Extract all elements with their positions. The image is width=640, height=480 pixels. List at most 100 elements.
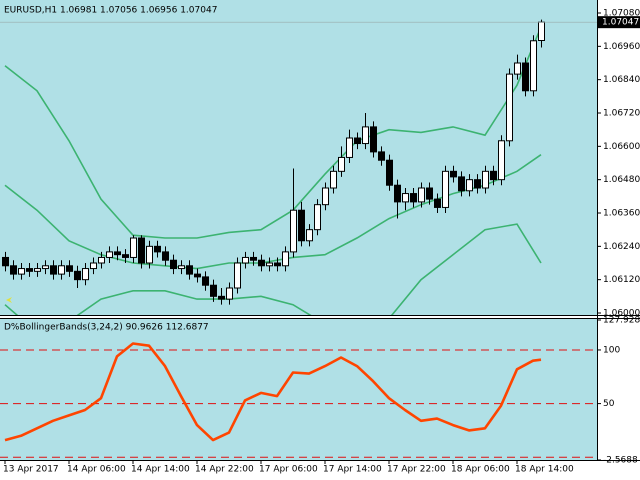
candle-body [402, 193, 409, 203]
candle-body [386, 159, 393, 186]
candle-body [186, 265, 193, 275]
x-tick-label: 17 Apr 22:00 [387, 465, 446, 475]
candle-body [194, 273, 201, 278]
candle-body [290, 209, 297, 253]
candle-body [114, 251, 121, 256]
y-tick-label: 100 [603, 345, 620, 355]
candle-body [18, 268, 25, 275]
x-tick-label: 13 Apr 2017 [3, 465, 59, 475]
arrow-icon [6, 297, 16, 303]
x-tick-label: 17 Apr 06:00 [259, 465, 318, 475]
y-tick-label: 1.06840 [603, 75, 640, 85]
candle-body [522, 62, 529, 92]
y-tick-label: 1.06360 [603, 209, 640, 219]
current-price-label: 1.07047 [602, 18, 639, 28]
candle-body [338, 156, 345, 172]
candle-body [106, 251, 113, 258]
candle-body [34, 268, 41, 272]
candle-body [26, 268, 33, 272]
candle-body [490, 170, 497, 181]
current-price-box [598, 16, 640, 29]
candle-body [466, 179, 473, 192]
candle-body [10, 265, 17, 275]
candle-body [266, 262, 273, 267]
y-tick-label: 50 [603, 399, 615, 409]
candle-body [2, 256, 9, 267]
candle-body [306, 229, 313, 242]
x-tick-label: 18 Apr 06:00 [451, 465, 510, 475]
candle-body [274, 262, 281, 267]
candle-body [242, 256, 249, 264]
bollinger-band [4, 26, 542, 239]
candle-body [418, 187, 425, 203]
candle-body [426, 187, 433, 200]
candle-body [50, 265, 57, 275]
candle-body [90, 262, 97, 270]
candle-body [370, 126, 377, 153]
candle-body [250, 256, 257, 261]
candle-body [530, 40, 537, 92]
main-plot [2, 19, 545, 315]
candle-body [282, 251, 289, 267]
candle-body [178, 265, 185, 270]
bollinger-band [4, 223, 542, 315]
x-tick-label: 14 Apr 06:00 [67, 465, 126, 475]
candle-body [434, 198, 441, 208]
candle-body [506, 73, 513, 142]
candle-body [130, 237, 137, 258]
candle-body [226, 287, 233, 300]
y-tick-label: 1.06120 [603, 275, 640, 285]
candle-body [458, 176, 465, 192]
candle-body [482, 170, 489, 189]
candle-body [218, 295, 225, 300]
candle-body [98, 256, 105, 264]
candle-body [314, 204, 321, 231]
y-tick-label: 1.06960 [603, 42, 640, 52]
y-tick-label: -2.5688 [603, 456, 638, 466]
candle-body [210, 284, 217, 297]
y-tick-label: 1.06720 [603, 109, 640, 119]
indicator-title: D%BollingerBands(3,24,2) 90.9626 112.687… [4, 323, 209, 333]
candle-body [410, 193, 417, 203]
y-tick-label: 1.07080 [603, 9, 640, 19]
candle-body [394, 184, 401, 203]
candle-body [146, 245, 153, 264]
x-tick-label: 14 Apr 14:00 [131, 465, 190, 475]
candle-body [378, 151, 385, 161]
chart-title: EURUSD,H1 1.06981 1.07056 1.06956 1.0704… [4, 6, 217, 16]
candle-body [66, 265, 73, 272]
candle-body [58, 265, 65, 275]
candle-body [498, 140, 505, 181]
candle-body [258, 259, 265, 267]
candle-body [42, 265, 49, 270]
candle-body [234, 262, 241, 289]
indicator-plot [0, 342, 597, 458]
y-tick-label: 127.9289 [603, 316, 640, 326]
candle-body [362, 126, 369, 145]
candle-body [170, 259, 177, 270]
candle-body [298, 209, 305, 242]
candle-body [450, 170, 457, 178]
candle-body [138, 237, 145, 264]
y-tick-label: 1.06240 [603, 242, 640, 252]
indicator-pane [0, 319, 597, 460]
candle-body [346, 137, 353, 158]
x-tick-label: 17 Apr 14:00 [323, 465, 382, 475]
x-tick-label: 18 Apr 14:00 [515, 465, 574, 475]
candle-body [154, 245, 161, 253]
y-tick-label: 1.06480 [603, 175, 640, 185]
main-pane [0, 0, 597, 315]
y-tick-label: 1.06000 [603, 309, 640, 319]
candle-body [122, 254, 129, 258]
candle-body [354, 137, 361, 145]
candle-body [514, 62, 521, 75]
candle-body [74, 270, 81, 281]
candle-body [538, 21, 545, 41]
candle-body [322, 187, 329, 206]
candle-body [162, 251, 169, 261]
candle-body [442, 170, 449, 208]
x-tick-label: 14 Apr 22:00 [195, 465, 254, 475]
y-tick-label: 1.06600 [603, 142, 640, 152]
